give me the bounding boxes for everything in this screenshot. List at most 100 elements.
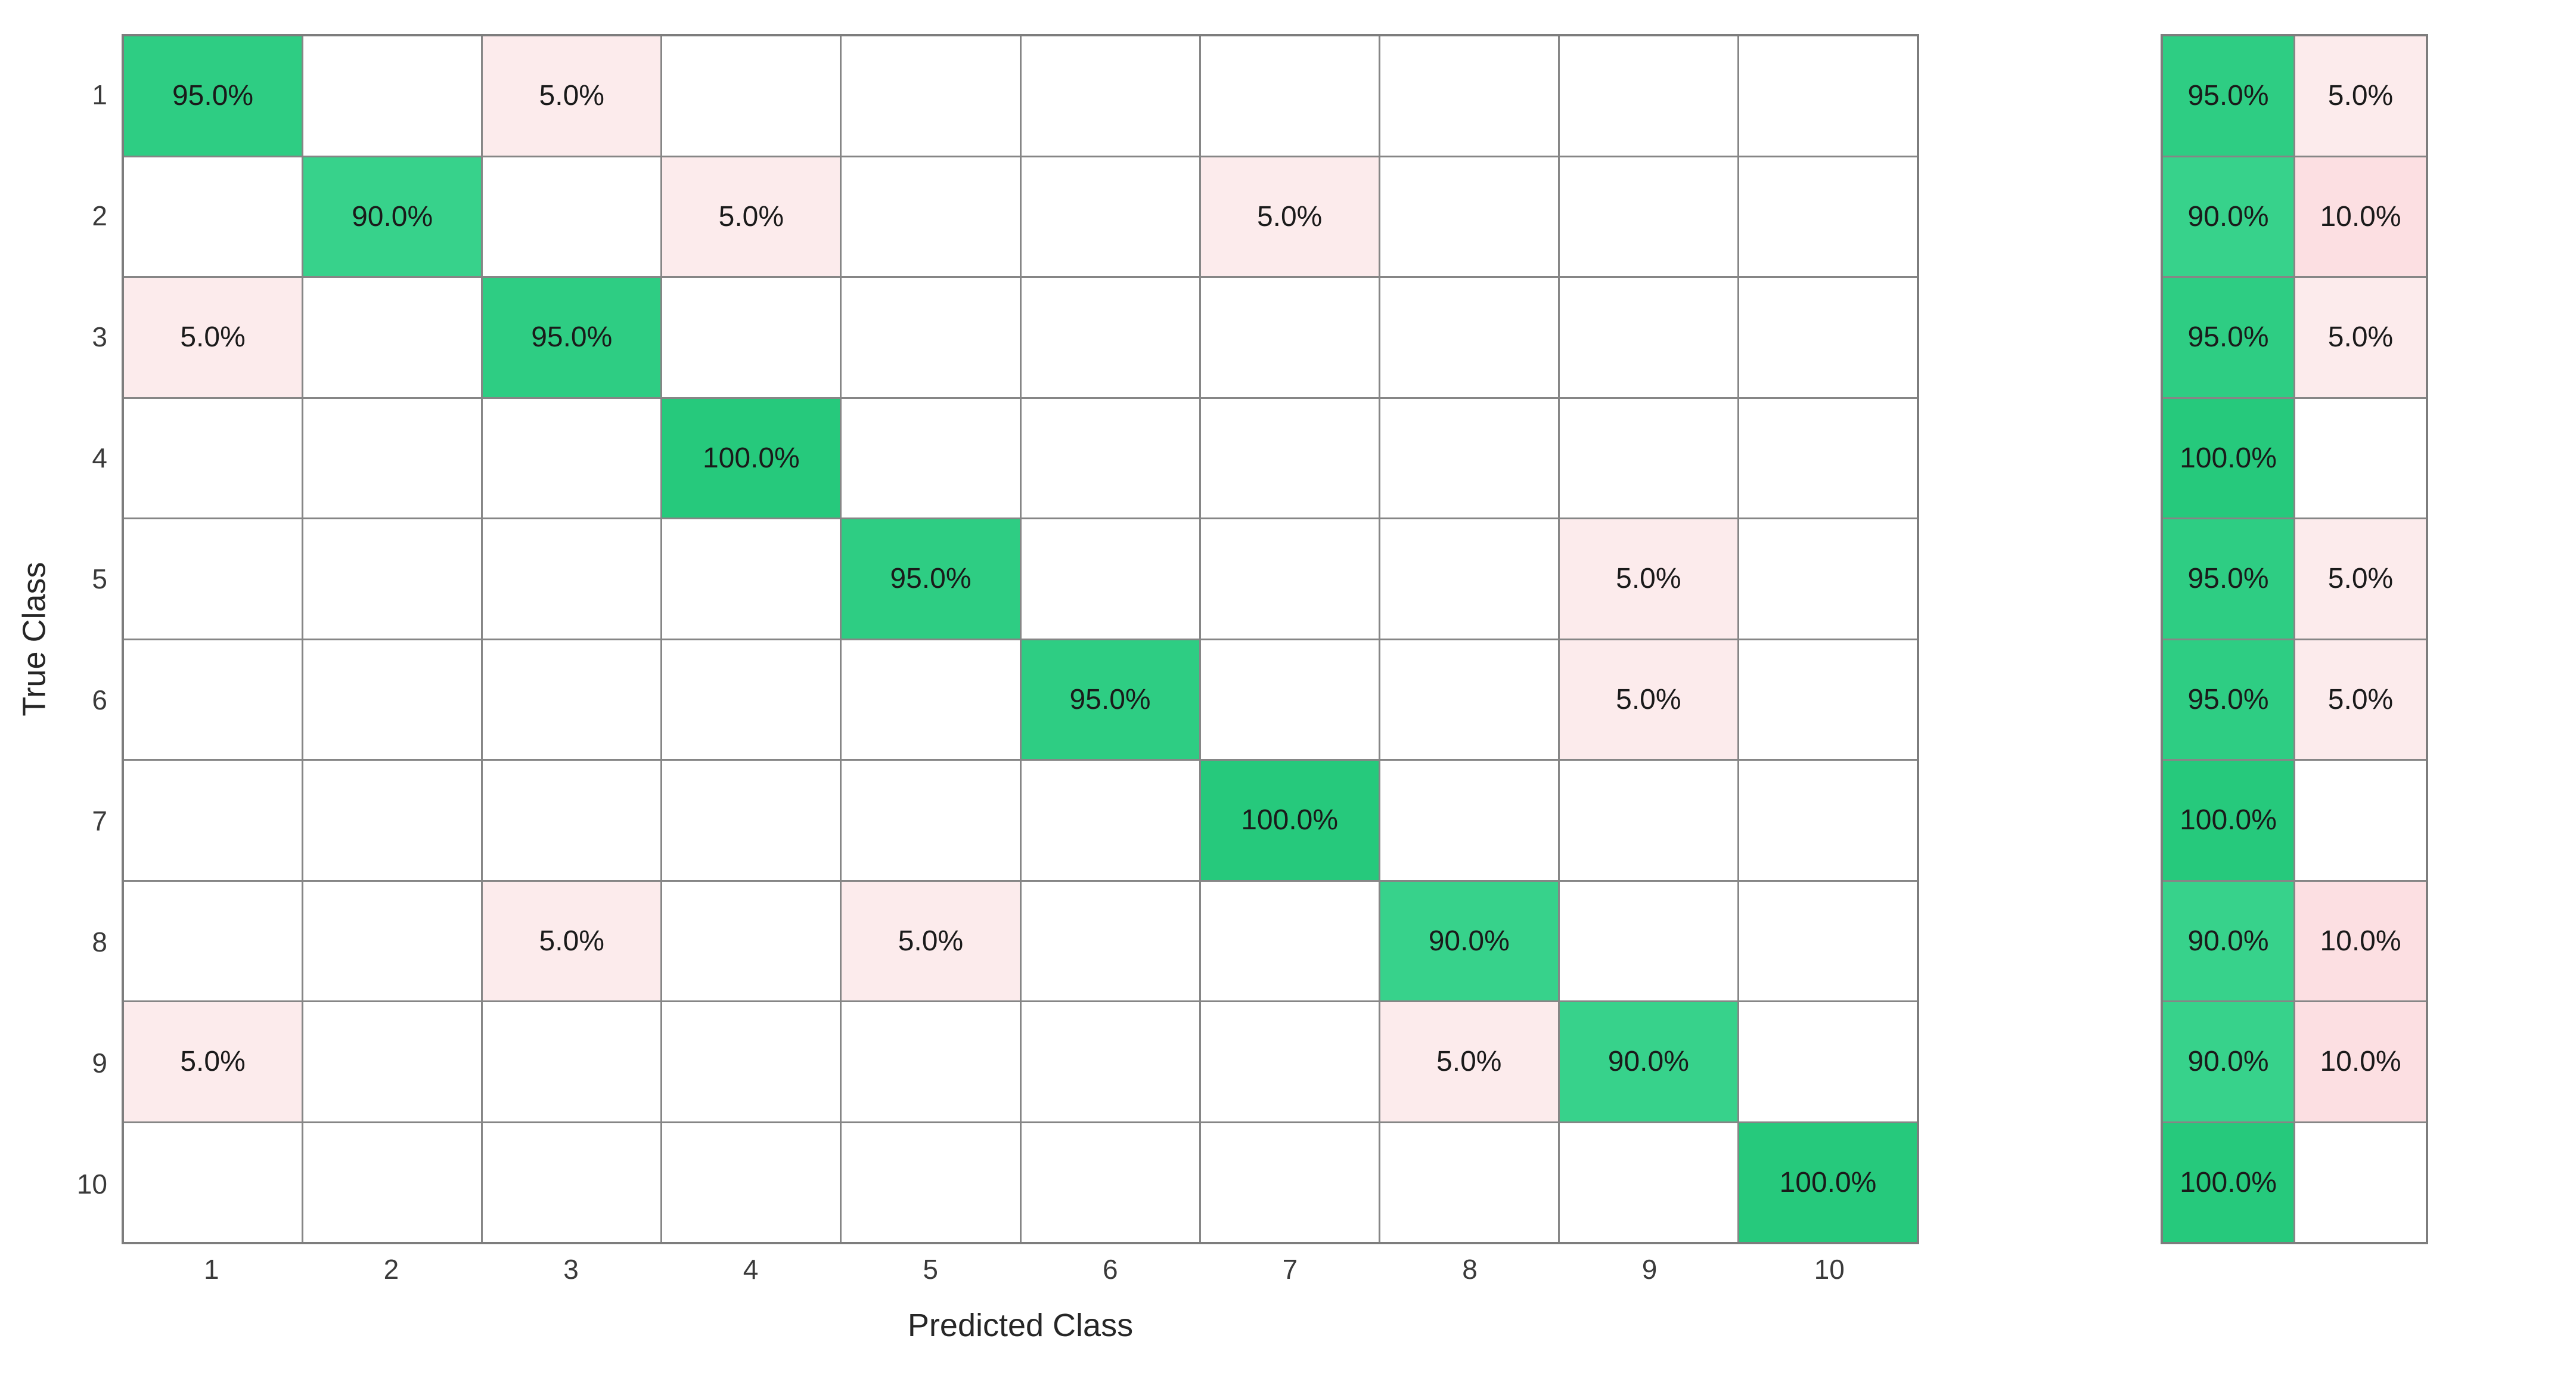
- row-summary-miss-cell: [2295, 398, 2426, 517]
- matrix-cell: 90.0%: [1380, 881, 1558, 1000]
- y-tick-label: 7: [92, 805, 107, 836]
- matrix-cell: [1021, 761, 1199, 880]
- matrix-cell: [303, 881, 482, 1000]
- row-summary-recall-cell: 100.0%: [2163, 761, 2293, 880]
- matrix-cell: [842, 157, 1020, 276]
- matrix-cell: [1739, 881, 1917, 1000]
- matrix-cell: [1200, 1002, 1379, 1121]
- y-tick-label: 1: [92, 79, 107, 110]
- matrix-cell: [483, 519, 661, 639]
- row-summary-miss-cell: 5.0%: [2295, 519, 2426, 639]
- y-tick-label: 4: [92, 442, 107, 473]
- matrix-cell: [1380, 278, 1558, 397]
- x-tick-label: 6: [1103, 1254, 1118, 1285]
- matrix-cell: [1200, 36, 1379, 156]
- matrix-cell: [1559, 398, 1737, 517]
- matrix-cell: [1380, 761, 1558, 880]
- matrix-cell: 5.0%: [662, 157, 840, 276]
- matrix-cell: [124, 519, 302, 639]
- matrix-cell: [1021, 398, 1199, 517]
- matrix-cell: 90.0%: [1559, 1002, 1737, 1121]
- matrix-cell: [1380, 1123, 1558, 1242]
- matrix-cell: [303, 640, 482, 759]
- row-summary-miss-cell: 5.0%: [2295, 640, 2426, 759]
- y-axis-ticks: 1 2 3 4 5 6 7 8 9 10: [0, 34, 107, 1244]
- matrix-cell: [303, 36, 482, 156]
- matrix-cell: [483, 398, 661, 517]
- matrix-cell: [1380, 519, 1558, 639]
- matrix-cell: 5.0%: [1559, 640, 1737, 759]
- row-summary-recall-cell: 95.0%: [2163, 519, 2293, 639]
- row-summary-recall-cell: 100.0%: [2163, 1123, 2293, 1242]
- matrix-cell: [483, 1123, 661, 1242]
- matrix-cell: [662, 881, 840, 1000]
- x-tick-label: 4: [743, 1254, 759, 1285]
- x-axis-ticks: 1 2 3 4 5 6 7 8 9 10: [122, 1253, 1919, 1295]
- matrix-cell: [303, 761, 482, 880]
- matrix-cell: [483, 640, 661, 759]
- matrix-cell: 90.0%: [303, 157, 482, 276]
- matrix-cell: 95.0%: [483, 278, 661, 397]
- matrix-cell: [1559, 278, 1737, 397]
- x-tick-label: 3: [563, 1254, 579, 1285]
- matrix-cell: [1200, 881, 1379, 1000]
- matrix-cell: [1200, 1123, 1379, 1242]
- x-tick-label: 10: [1814, 1254, 1845, 1285]
- row-summary-miss-cell: 10.0%: [2295, 1002, 2426, 1121]
- matrix-cell: [303, 398, 482, 517]
- matrix-cell: [1021, 36, 1199, 156]
- row-summary-grid: 95.0% 5.0% 90.0% 10.0% 95.0% 5.0% 100.0% 95.0% 5…: [2161, 34, 2428, 1244]
- matrix-cell: [1559, 157, 1737, 276]
- matrix-cell: [842, 640, 1020, 759]
- row-summary-miss-cell: 10.0%: [2295, 157, 2426, 276]
- y-tick-label: 6: [92, 684, 107, 715]
- matrix-cell: [124, 640, 302, 759]
- matrix-cell: [303, 1123, 482, 1242]
- matrix-cell: [662, 761, 840, 880]
- matrix-cell: [842, 1002, 1020, 1121]
- matrix-cell: [1739, 398, 1917, 517]
- matrix-cell: [1021, 157, 1199, 276]
- row-summary-recall-cell: 95.0%: [2163, 278, 2293, 397]
- matrix-cell: [1200, 640, 1379, 759]
- matrix-cell: [303, 1002, 482, 1121]
- matrix-cell: [483, 761, 661, 880]
- y-tick-label: 10: [76, 1168, 107, 1200]
- confusion-matrix-grid: 95.0% 5.0% 90.0% 5.0% 5.0% 5.0% 95.0% 100.0% 95.…: [122, 34, 1919, 1244]
- y-tick-label: 3: [92, 321, 107, 352]
- matrix-cell: [1200, 519, 1379, 639]
- matrix-cell: [662, 640, 840, 759]
- matrix-cell: [1200, 398, 1379, 517]
- matrix-cell: 5.0%: [1559, 519, 1737, 639]
- row-summary-recall-cell: 90.0%: [2163, 157, 2293, 276]
- matrix-cell: [1739, 519, 1917, 639]
- matrix-cell: 5.0%: [1380, 1002, 1558, 1121]
- matrix-cell: 95.0%: [842, 519, 1020, 639]
- matrix-cell: 5.0%: [1200, 157, 1379, 276]
- matrix-cell: 100.0%: [1739, 1123, 1917, 1242]
- y-tick-label: 2: [92, 200, 107, 231]
- row-summary-recall-cell: 100.0%: [2163, 398, 2293, 517]
- matrix-cell: 5.0%: [483, 881, 661, 1000]
- matrix-cell: [1380, 157, 1558, 276]
- x-tick-label: 7: [1282, 1254, 1298, 1285]
- x-tick-label: 2: [383, 1254, 399, 1285]
- matrix-cell: [1380, 36, 1558, 156]
- row-summary-miss-cell: 5.0%: [2295, 36, 2426, 156]
- matrix-cell: [842, 761, 1020, 880]
- matrix-cell: 100.0%: [1200, 761, 1379, 880]
- matrix-cell: [303, 519, 482, 639]
- matrix-cell: [124, 1123, 302, 1242]
- row-summary-miss-cell: [2295, 761, 2426, 880]
- x-tick-label: 1: [204, 1254, 219, 1285]
- matrix-cell: [662, 36, 840, 156]
- matrix-cell: [1559, 881, 1737, 1000]
- matrix-cell: 5.0%: [842, 881, 1020, 1000]
- matrix-cell: [1739, 278, 1917, 397]
- row-summary-miss-cell: [2295, 1123, 2426, 1242]
- matrix-cell: 95.0%: [1021, 640, 1199, 759]
- matrix-cell: [1200, 278, 1379, 397]
- matrix-cell: [124, 761, 302, 880]
- matrix-cell: [1021, 1002, 1199, 1121]
- matrix-cell: [842, 1123, 1020, 1242]
